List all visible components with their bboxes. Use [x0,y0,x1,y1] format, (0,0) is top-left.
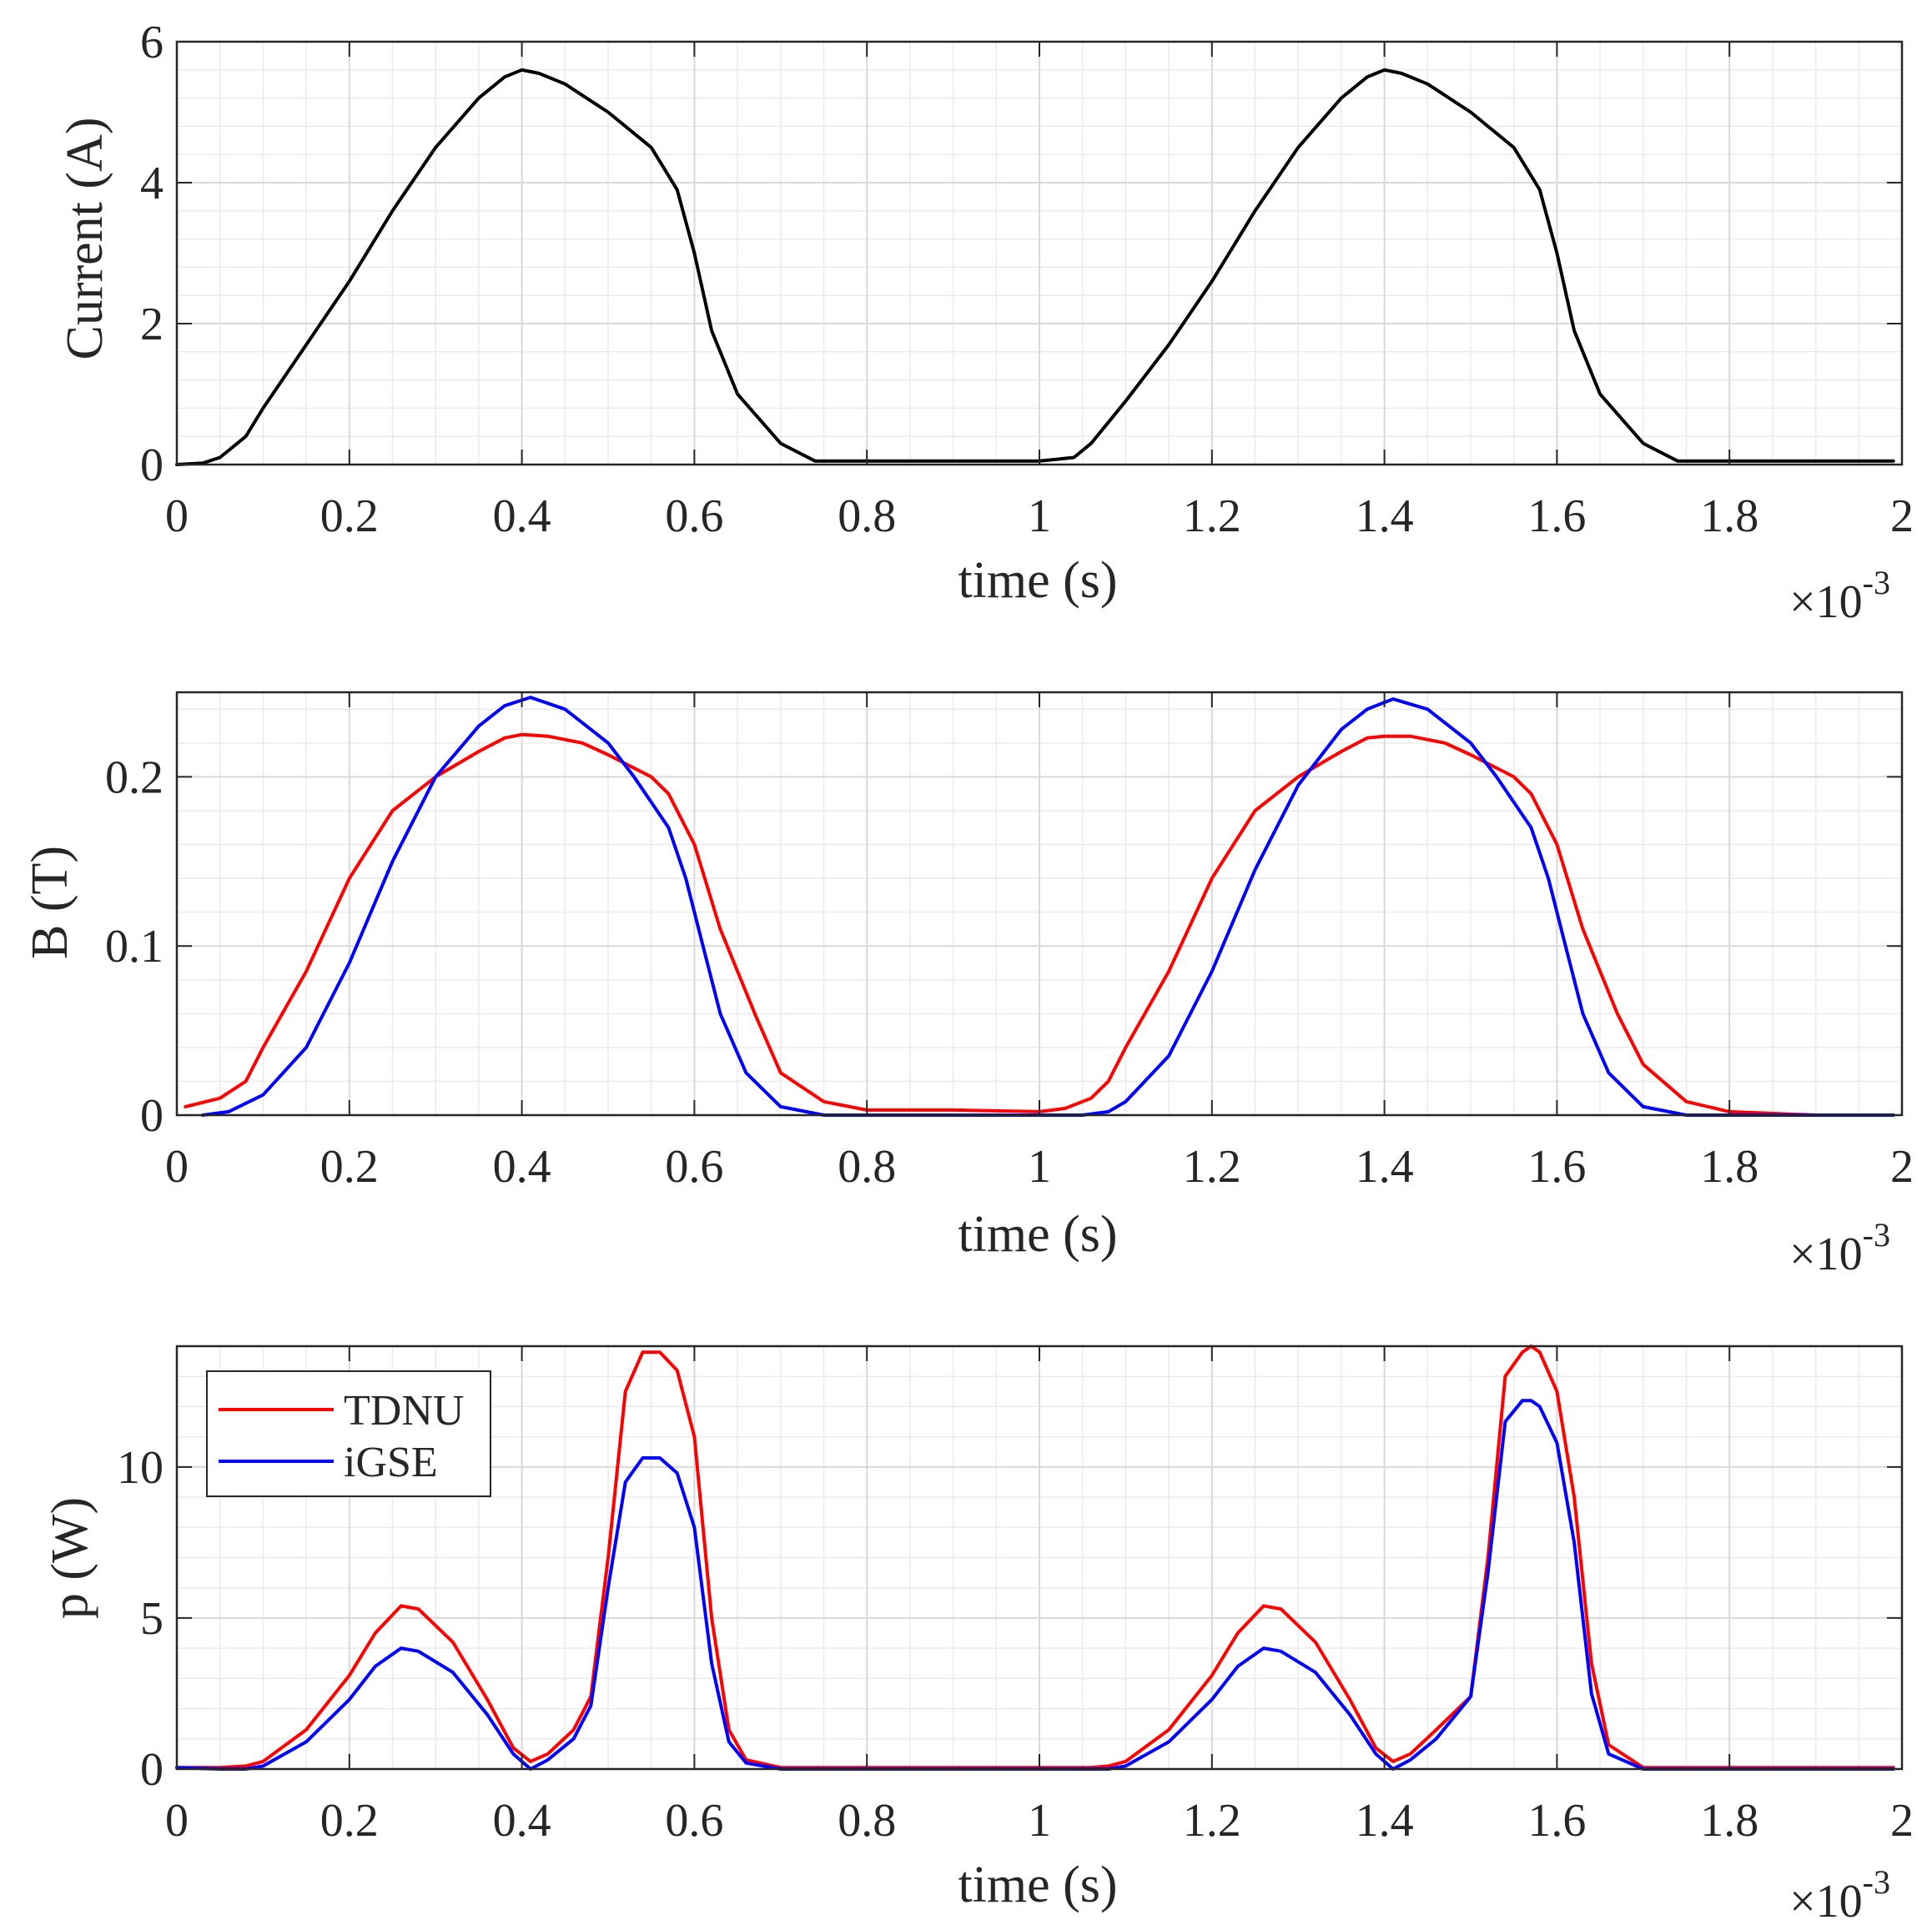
current-panel-x-tick-label: 0.2 [320,490,379,542]
flux-density-panel-x-tick-label: 2 [1890,1141,1914,1193]
power-panel-x-tick-label: 1 [1028,1795,1051,1847]
current-panel-x-tick-label: 0.8 [838,490,896,542]
legend-label-tdnu: TDNU [344,1387,464,1435]
power-panel-x-tick-label: 1.4 [1356,1795,1414,1847]
flux-density-panel-y-tick-label: 0.2 [105,751,164,803]
legend: TDNU iGSE [206,1370,491,1497]
power-panel-x-tick-label: 0.6 [665,1795,723,1847]
power-panel-x-tick-label: 2 [1890,1795,1914,1847]
current-panel-x-tick-label: 1.4 [1356,490,1414,542]
current-panel-ylabel: Current (A) [57,118,113,360]
flux-density-panel-x-tick-label: 1.4 [1356,1141,1414,1193]
power-panel-x-tick-label: 0.2 [320,1795,379,1847]
current-panel-x-tick-label: 1.2 [1183,490,1241,542]
power-panel-xlabel: time (s) [958,1857,1117,1913]
flux-density-panel-x-tick-label: 0 [165,1141,189,1193]
flux-density-panel-x-tick-label: 1.2 [1183,1141,1241,1193]
flux-density-panel-x-tick-label: 1.8 [1700,1141,1758,1193]
flux-density-panel-x-tick-label: 0.6 [665,1141,723,1193]
current-panel-x-tick-label: 0 [165,490,189,542]
current-panel-y-tick-label: 0 [140,440,164,491]
flux-density-panel-x-tick-label: 0.2 [320,1141,379,1193]
current-panel-y-tick-label: 6 [140,17,164,68]
power-panel-x-tick-label: 0 [165,1795,189,1847]
flux-density-panel-x-tick-label: 0.8 [838,1141,896,1193]
power-panel-y-tick-label: 10 [117,1442,164,1494]
flux-density-panel-series-tdnu-line [184,732,1895,1117]
power-panel-x-tick-label: 0.8 [838,1795,896,1847]
flux-density-panel-xlabel: time (s) [958,1206,1117,1263]
power-panel-y-tick-label: 5 [140,1593,164,1645]
power-panel-ylabel: p (W) [42,1497,98,1619]
flux-density-panel-x-exponent: ×10-3 [1789,1216,1890,1280]
current-panel-xlabel: time (s) [958,552,1117,609]
flux-density-panel-x-tick-label: 0.4 [493,1141,551,1193]
legend-box [206,1370,491,1497]
flux-density-panel-x-tick-label: 1 [1028,1141,1051,1193]
legend-label-igse: iGSE [344,1439,438,1486]
power-panel: 0 0.2 0.4 0.6 0.8 1 1.2 1.4 1.6 1.8 2 0 5 10 p (W) ti… [42,1345,1914,1920]
current-panel-y-tick-label: 2 [140,299,164,350]
current-panel-x-tick-label: 1.8 [1700,490,1758,542]
current-panel-x-tick-label: 1.6 [1527,490,1586,542]
flux-density-panel-y-tick-label: 0.1 [105,921,164,973]
current-panel-x-exponent: ×10-3 [1789,564,1890,628]
current-panel-x-tick-label: 0.4 [493,490,551,542]
power-panel-x-tick-label: 1.8 [1700,1795,1758,1847]
current-panel-x-tick-label: 1 [1028,490,1051,542]
flux-density-panel-ylabel: B (T) [22,846,78,959]
current-panel-y-tick-label: 4 [140,158,164,209]
current-panel-x-tick-label: 0.6 [665,490,723,542]
power-panel-x-tick-label: 0.4 [493,1795,551,1847]
flux-density-panel-y-tick-label: 0 [140,1090,164,1142]
power-panel-y-tick-label: 0 [140,1744,164,1796]
power-panel-x-tick-label: 1.6 [1527,1795,1586,1847]
flux-density-panel: 0 0.2 0.4 0.6 0.8 1 1.2 1.4 1.6 1.8 2 0 0.1 0.2 B (T)… [22,691,1914,1280]
flux-density-panel-x-tick-label: 1.6 [1527,1141,1586,1193]
current-panel-x-tick-label: 2 [1890,490,1914,542]
current-panel: 0 0.2 0.4 0.6 0.8 1 1.2 1.4 1.6 1.8 2 0 2 4 6 Current … [57,17,1914,628]
power-panel-x-tick-label: 1.2 [1183,1795,1241,1847]
power-panel-x-exponent: ×10-3 [1789,1863,1890,1920]
